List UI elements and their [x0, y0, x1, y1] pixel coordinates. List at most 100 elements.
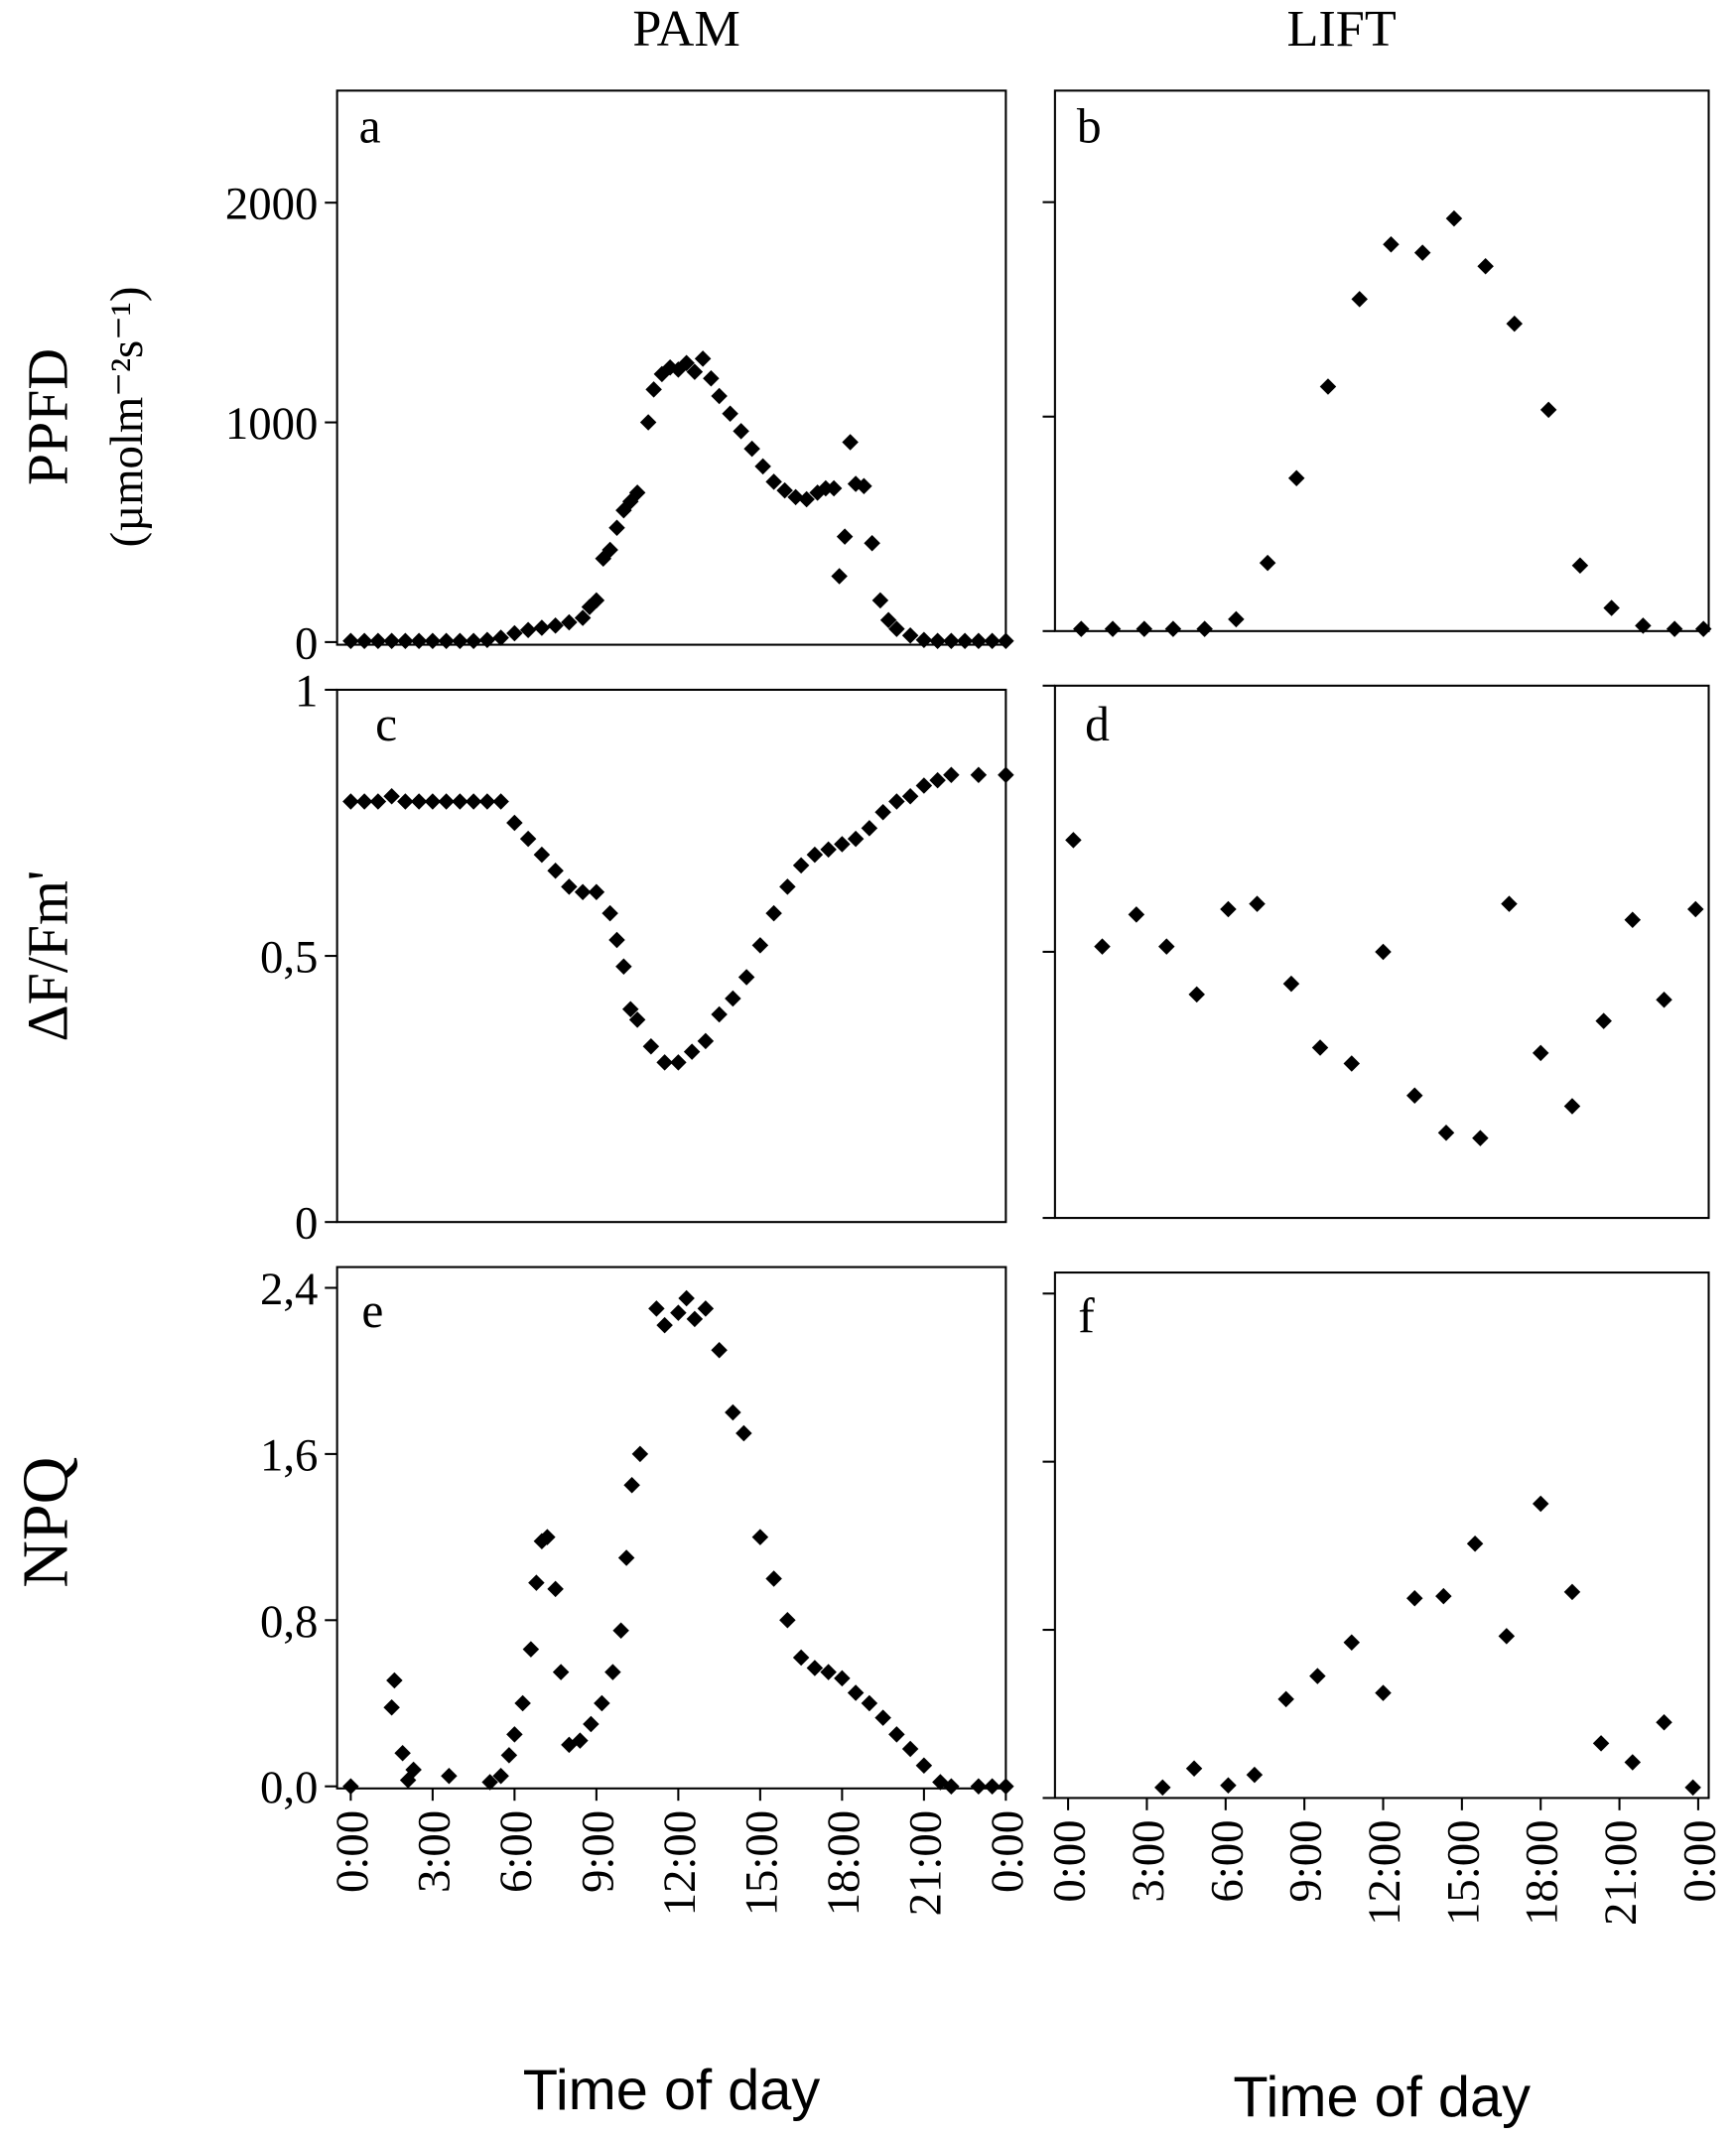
data-point	[608, 519, 625, 537]
data-point	[1506, 315, 1524, 333]
x-tick-label: 0:00	[1044, 1819, 1096, 1902]
data-point	[1277, 1690, 1294, 1708]
data-point	[648, 1300, 665, 1317]
data-point	[733, 423, 749, 440]
y-axis-label: ΔF/Fm'	[17, 870, 79, 1042]
data-point	[1309, 1668, 1326, 1684]
data-point	[612, 1622, 629, 1640]
x-axis-label: Time of day	[1233, 2066, 1531, 2129]
data-point	[656, 1316, 673, 1334]
panel-label: a	[359, 99, 381, 154]
plot-frame	[335, 688, 1007, 1224]
data-point	[956, 632, 974, 650]
data-point	[1406, 1590, 1423, 1607]
data-point	[970, 1778, 988, 1795]
data-point	[1603, 600, 1620, 616]
data-point	[703, 370, 720, 387]
data-point	[528, 1574, 545, 1591]
y-tick-label: 0,0	[260, 1762, 318, 1813]
data-point	[369, 793, 387, 810]
data-point	[478, 793, 496, 810]
data-point	[539, 1529, 556, 1545]
data-point	[711, 1005, 728, 1023]
data-point	[834, 1670, 851, 1687]
data-point	[915, 777, 933, 794]
data-point	[533, 846, 551, 864]
data-point	[1128, 906, 1145, 923]
data-point	[998, 632, 1014, 650]
data-point	[519, 621, 537, 638]
data-point	[394, 1744, 411, 1762]
data-point	[722, 405, 738, 422]
data-point	[1437, 1125, 1455, 1141]
data-point	[547, 1580, 564, 1598]
data-point	[628, 484, 646, 501]
data-point	[622, 1001, 639, 1017]
panel-label: e	[361, 1283, 383, 1338]
data-point	[874, 1709, 891, 1726]
data-point	[725, 990, 741, 1007]
data-point	[998, 1778, 1014, 1795]
data-point	[500, 1747, 518, 1764]
data-point	[441, 1768, 458, 1785]
data-point	[465, 793, 482, 810]
data-point	[779, 1612, 796, 1629]
data-point	[1164, 620, 1182, 637]
data-point	[355, 632, 373, 650]
data-point	[1383, 235, 1400, 253]
data-point	[737, 969, 755, 986]
data-point	[1595, 1012, 1612, 1029]
x-tick-label: 21:00	[1595, 1819, 1647, 1926]
x-tick-label: 12:00	[1359, 1819, 1410, 1926]
data-point	[452, 632, 468, 650]
data-point	[1246, 1766, 1264, 1784]
data-point	[831, 568, 848, 585]
data-point	[588, 592, 605, 609]
data-point	[656, 1054, 673, 1071]
y-axis-units: (µmolm⁻²s⁻¹)	[101, 287, 153, 548]
data-point	[397, 632, 414, 650]
data-point	[628, 1011, 646, 1028]
panel-label: d	[1085, 697, 1110, 751]
data-point	[751, 937, 769, 954]
data-point	[1635, 617, 1652, 634]
data-point	[1624, 911, 1642, 929]
data-point	[678, 1289, 695, 1307]
data-point	[874, 804, 891, 821]
data-point	[683, 1043, 701, 1060]
data-point	[929, 632, 946, 650]
data-point	[588, 883, 605, 900]
data-point	[1158, 938, 1175, 955]
data-point	[547, 863, 564, 879]
data-point	[561, 613, 578, 631]
data-point	[1065, 832, 1082, 849]
data-point	[601, 541, 618, 559]
data-point	[552, 1664, 570, 1680]
data-point	[1413, 244, 1431, 261]
y-tick-label: 2000	[225, 179, 319, 230]
data-point	[1282, 975, 1300, 993]
data-point	[397, 793, 414, 810]
data-point	[1311, 1039, 1329, 1056]
data-point	[697, 1300, 715, 1317]
data-point	[1185, 1760, 1203, 1778]
data-point	[847, 1684, 865, 1701]
panel-label: f	[1078, 1289, 1095, 1344]
data-point	[787, 488, 804, 506]
data-point	[901, 787, 919, 805]
data-point	[864, 535, 880, 552]
data-point	[642, 1037, 660, 1055]
data-point	[1154, 1779, 1171, 1797]
data-point	[604, 1664, 621, 1680]
data-point	[1472, 1130, 1489, 1146]
x-tick-label: 12:00	[654, 1810, 706, 1917]
data-point	[984, 632, 1001, 650]
data-point	[506, 814, 523, 832]
data-point	[623, 1477, 640, 1494]
data-point	[678, 354, 695, 372]
x-tick-label: 0:00	[1673, 1819, 1725, 1902]
data-point	[943, 1778, 960, 1795]
data-point	[1532, 1044, 1549, 1062]
data-point	[725, 1403, 741, 1421]
data-point	[1666, 620, 1683, 637]
